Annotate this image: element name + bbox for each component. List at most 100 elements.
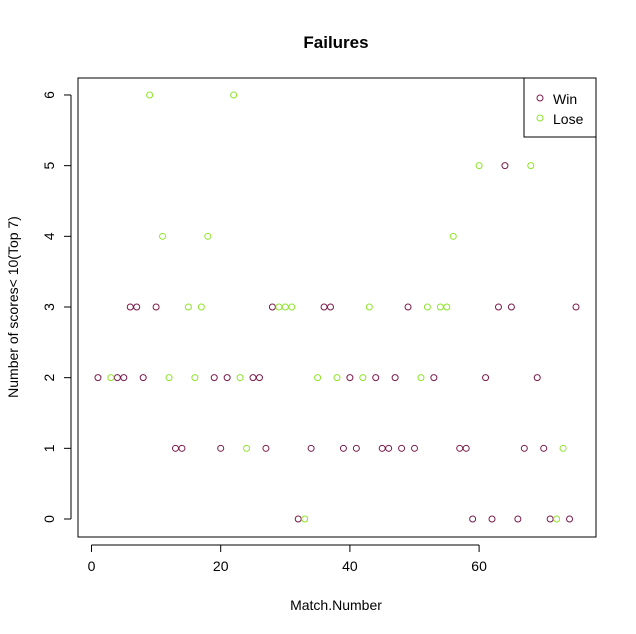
- data-point-win: [94, 374, 102, 382]
- data-point-win: [391, 374, 399, 382]
- legend: Win Lose: [523, 77, 597, 138]
- data-point-lose: [275, 303, 283, 311]
- data-point-win: [327, 303, 335, 311]
- data-point-lose: [301, 515, 309, 523]
- data-point-win: [546, 515, 554, 523]
- data-point-lose: [165, 374, 173, 382]
- data-point-win: [501, 162, 509, 170]
- data-point-win: [462, 444, 470, 452]
- data-point-win: [120, 374, 128, 382]
- data-point-win: [178, 444, 186, 452]
- y-axis-label: Number of scores< 10(Top 7): [5, 216, 21, 398]
- data-point-win: [255, 374, 263, 382]
- legend-marker-lose: [536, 114, 544, 122]
- data-point-lose: [191, 374, 199, 382]
- data-point-win: [210, 374, 218, 382]
- y-tick-label: 1: [41, 444, 57, 452]
- data-point-lose: [365, 303, 373, 311]
- data-point-win: [520, 444, 528, 452]
- data-point-win: [398, 444, 406, 452]
- data-point-win: [430, 374, 438, 382]
- data-point-win: [404, 303, 412, 311]
- data-point-win: [126, 303, 134, 311]
- plot-area-frame: [77, 77, 597, 538]
- legend-label-win: Win: [553, 91, 577, 107]
- x-tick-label: 0: [88, 558, 96, 574]
- data-point-win: [171, 444, 179, 452]
- data-point-win: [456, 444, 464, 452]
- y-tick-label: 6: [41, 91, 57, 99]
- data-point-win: [469, 515, 477, 523]
- data-point-lose: [559, 444, 567, 452]
- data-point-win: [262, 444, 270, 452]
- data-point-lose: [443, 303, 451, 311]
- legend-marker-win: [536, 94, 544, 102]
- data-point-win: [346, 374, 354, 382]
- chart-title: Failures: [303, 33, 368, 52]
- x-tick-label: 20: [213, 558, 229, 574]
- data-point-lose: [449, 232, 457, 240]
- data-point-lose: [107, 374, 115, 382]
- x-tick-label: 40: [342, 558, 358, 574]
- data-point-win: [113, 374, 121, 382]
- data-point-win: [514, 515, 522, 523]
- data-point-lose: [281, 303, 289, 311]
- y-tick-label: 2: [41, 374, 57, 382]
- data-point-win: [133, 303, 141, 311]
- data-point-win: [482, 374, 490, 382]
- data-point-win: [533, 374, 541, 382]
- data-point-win: [223, 374, 231, 382]
- y-tick-label: 0: [41, 515, 57, 523]
- data-point-lose: [333, 374, 341, 382]
- data-point-win: [566, 515, 574, 523]
- x-axis: 0 20 40 60: [88, 544, 487, 574]
- data-point-lose: [553, 515, 561, 523]
- data-point-win: [294, 515, 302, 523]
- data-point-lose: [197, 303, 205, 311]
- data-points: [94, 91, 580, 523]
- data-point-lose: [230, 91, 238, 99]
- y-axis: 0 1 2 3 4 5 6: [41, 91, 72, 523]
- data-point-lose: [236, 374, 244, 382]
- data-point-win: [152, 303, 160, 311]
- data-point-win: [139, 374, 147, 382]
- data-point-lose: [359, 374, 367, 382]
- data-point-lose: [423, 303, 431, 311]
- x-axis-label: Match.Number: [290, 597, 382, 613]
- data-point-win: [268, 303, 276, 311]
- data-point-win: [507, 303, 515, 311]
- data-point-win: [540, 444, 548, 452]
- data-point-lose: [417, 374, 425, 382]
- data-point-win: [488, 515, 496, 523]
- data-point-lose: [475, 162, 483, 170]
- data-point-lose: [184, 303, 192, 311]
- data-point-win: [572, 303, 580, 311]
- x-tick-label: 60: [471, 558, 487, 574]
- data-point-lose: [243, 444, 251, 452]
- data-point-win: [385, 444, 393, 452]
- data-point-win: [249, 374, 257, 382]
- data-point-lose: [527, 162, 535, 170]
- data-point-win: [320, 303, 328, 311]
- legend-label-lose: Lose: [553, 111, 584, 127]
- data-point-win: [411, 444, 418, 452]
- data-point-win: [339, 444, 347, 452]
- series-lose: [107, 91, 567, 523]
- data-point-win: [494, 303, 502, 311]
- legend-box: [523, 77, 597, 138]
- data-point-lose: [159, 232, 167, 240]
- data-point-lose: [314, 374, 322, 382]
- data-point-lose: [204, 232, 212, 240]
- data-point-win: [378, 444, 386, 452]
- y-tick-label: 4: [41, 232, 57, 240]
- y-tick-label: 5: [41, 162, 57, 170]
- series-win: [94, 162, 580, 523]
- data-point-win: [307, 444, 315, 452]
- data-point-win: [372, 374, 380, 382]
- data-point-win: [352, 444, 360, 452]
- y-tick-label: 3: [41, 303, 57, 311]
- data-point-lose: [146, 91, 154, 99]
- data-point-win: [217, 444, 225, 452]
- data-point-lose: [436, 303, 444, 311]
